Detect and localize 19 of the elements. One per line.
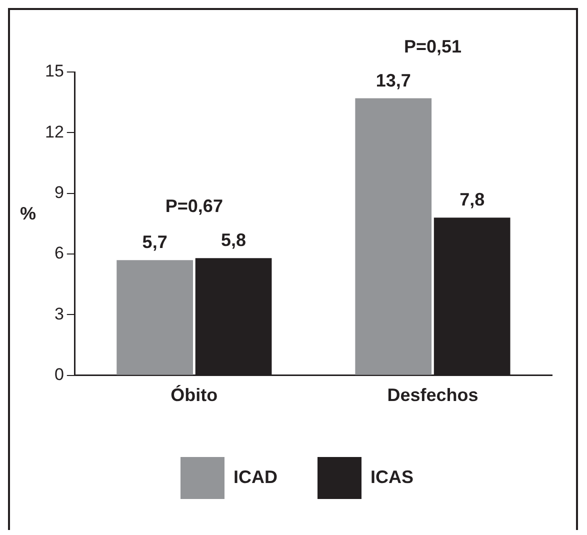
legend-label: ICAD [234, 466, 278, 487]
y-tick-label: 12 [44, 122, 64, 142]
data-label: 5,8 [221, 230, 246, 250]
y-tick-label: 0 [54, 365, 64, 384]
data-label: 13,7 [376, 70, 411, 90]
x-tick-label: Óbito [170, 385, 218, 406]
y-tick-label: 3 [54, 304, 64, 324]
y-tick-label: 6 [54, 244, 64, 263]
y-tick-label: 9 [54, 183, 64, 202]
bar [355, 98, 432, 375]
bar [116, 260, 193, 375]
data-label: 5,7 [142, 232, 168, 252]
y-axis-title: % [20, 204, 36, 224]
data-label: 7,8 [460, 190, 485, 210]
annotation: P=0,67 [165, 196, 223, 216]
legend-label: ICAS [370, 466, 414, 487]
x-tick-label: Desfechos [387, 385, 478, 406]
y-tick-label: 15 [44, 62, 64, 81]
text: P=0,51 [404, 36, 462, 56]
